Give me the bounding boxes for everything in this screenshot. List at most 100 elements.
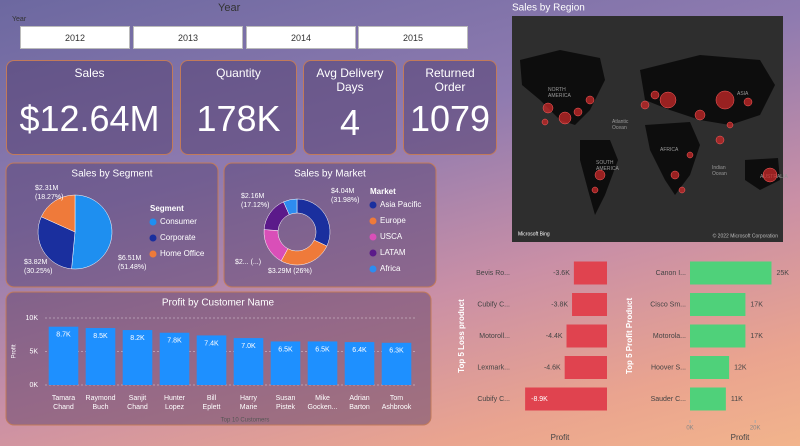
bar bbox=[690, 261, 772, 285]
legend-label: Europe bbox=[380, 216, 406, 225]
x-tick-label: Adrian Barton bbox=[349, 395, 370, 411]
land bbox=[520, 50, 780, 215]
y-tick-label: Motoroll... bbox=[479, 333, 510, 340]
year-button[interactable]: 2013 bbox=[133, 26, 243, 49]
legend-swatch bbox=[369, 201, 377, 209]
map-bubble bbox=[650, 90, 660, 100]
data-label: -8.9K bbox=[531, 396, 548, 403]
map-bubble bbox=[743, 97, 753, 107]
slice bbox=[283, 198, 298, 215]
map-bubble bbox=[678, 186, 686, 194]
bar bbox=[122, 330, 153, 385]
card-value: 1079 bbox=[409, 98, 491, 139]
map-provider: Microsoft Bing bbox=[518, 231, 550, 237]
x-axis-label: Profit bbox=[551, 433, 570, 442]
map-bubble bbox=[573, 107, 583, 117]
map-bubble bbox=[715, 90, 735, 110]
chart-title: Profit by Customer Name bbox=[162, 298, 275, 309]
bar bbox=[344, 342, 375, 385]
y-axis-label: Top 5 Loss product bbox=[457, 299, 466, 373]
map-bubble bbox=[694, 109, 706, 121]
map-label: AFRICA bbox=[660, 147, 679, 153]
y-tick-label: Cubify C... bbox=[477, 396, 510, 403]
y-tick-label: Hoover S... bbox=[651, 364, 686, 371]
y-tick-label: Motorola... bbox=[653, 333, 686, 340]
x-tick-label: Bill Eplett bbox=[203, 395, 221, 411]
card-value: 4 bbox=[339, 102, 361, 143]
bar bbox=[85, 328, 116, 385]
chart-title: Sales by Market bbox=[294, 169, 366, 180]
data-label: $2... (...) bbox=[235, 259, 261, 266]
legend-swatch bbox=[369, 265, 377, 273]
x-tick-label: Mike Gocken... bbox=[308, 395, 338, 411]
x-axis-label: Top 10 Customers bbox=[221, 418, 270, 424]
year-button[interactable]: 2015 bbox=[358, 26, 468, 49]
year-button[interactable]: 2014 bbox=[246, 26, 356, 49]
data-label: -3.8K bbox=[551, 301, 568, 308]
map-bubble bbox=[542, 102, 554, 114]
y-tick-label: 10K bbox=[26, 315, 39, 322]
slicer-title: Year bbox=[218, 2, 241, 14]
bar bbox=[572, 293, 607, 316]
data-label: 17K bbox=[750, 333, 763, 340]
data-label: 8.7K bbox=[56, 332, 71, 339]
data-label: -4.4K bbox=[546, 333, 563, 340]
bar bbox=[307, 341, 338, 385]
bar bbox=[159, 332, 190, 385]
map-bubble bbox=[715, 135, 725, 145]
bar bbox=[690, 293, 746, 316]
legend-label: Asia Pacific bbox=[380, 200, 421, 209]
map-bubble bbox=[585, 95, 595, 105]
data-label: $2.31M (18.27%) bbox=[35, 185, 63, 201]
kpi-card: Returned Order 1079 bbox=[403, 60, 497, 155]
y-axis-label: Profit bbox=[12, 344, 18, 358]
map-bubble bbox=[659, 91, 677, 109]
card-value: 178K bbox=[196, 98, 281, 139]
y-tick-label: Cisco Sm... bbox=[650, 301, 686, 308]
data-label: -3.6K bbox=[553, 270, 570, 277]
map-bubble bbox=[541, 118, 549, 126]
data-label: $3.82M (30.25%) bbox=[24, 259, 52, 275]
kpi-card: Avg Delivery Days 4 bbox=[303, 60, 397, 155]
slice bbox=[71, 194, 113, 270]
data-label: 6.3K bbox=[389, 348, 404, 355]
kpi-card: Quantity 178K bbox=[180, 60, 297, 155]
data-label: 7.0K bbox=[241, 343, 256, 350]
card-title: Returned Order bbox=[425, 66, 475, 94]
y-tick-label: 5K bbox=[29, 348, 38, 355]
slicer-label: Year bbox=[12, 16, 27, 23]
x-axis-label: Profit bbox=[731, 433, 750, 442]
bar bbox=[381, 342, 412, 385]
data-label: 6.5K bbox=[278, 346, 293, 353]
map-label: Atlantic Ocean bbox=[612, 119, 629, 131]
map-bubble bbox=[726, 121, 734, 129]
x-tick-label: Harry Marie bbox=[240, 395, 258, 411]
y-tick-label: Sauder C... bbox=[651, 396, 686, 403]
card-value: $12.64M bbox=[19, 98, 160, 139]
x-tick-label: Hunter Lopez bbox=[164, 395, 186, 411]
map-label: NORTH AMERICA bbox=[548, 87, 571, 99]
bar bbox=[573, 261, 607, 285]
card-title: Sales bbox=[74, 66, 105, 80]
legend-label: USCA bbox=[380, 232, 403, 241]
bar bbox=[48, 326, 79, 385]
legend-title: Segment bbox=[150, 204, 184, 213]
legend-label: LATAM bbox=[380, 248, 406, 257]
data-label: $2.16M (17.12%) bbox=[241, 193, 269, 209]
card-title: Avg Delivery Days bbox=[316, 66, 384, 94]
bar bbox=[196, 335, 227, 385]
slice bbox=[37, 216, 76, 270]
year-button[interactable]: 2012 bbox=[20, 26, 130, 49]
map-label: ASIA bbox=[737, 91, 749, 97]
bar bbox=[566, 324, 607, 348]
legend-swatch bbox=[369, 249, 377, 257]
y-tick-label: Bevis Ro... bbox=[476, 270, 510, 277]
bar bbox=[233, 338, 264, 385]
data-label: 7.4K bbox=[204, 340, 219, 347]
bar bbox=[525, 387, 607, 411]
bar bbox=[690, 387, 726, 411]
data-label: 8.2K bbox=[130, 335, 145, 342]
data-label: $6.51M (51.48%) bbox=[118, 255, 146, 271]
legend-label: Corporate bbox=[160, 233, 196, 242]
